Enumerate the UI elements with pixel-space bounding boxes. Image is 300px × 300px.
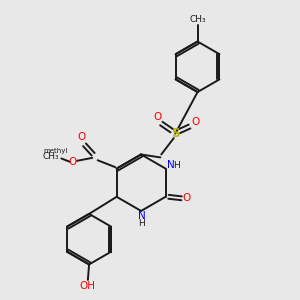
- Text: CH₃: CH₃: [42, 152, 59, 160]
- Text: methyl: methyl: [43, 148, 68, 154]
- Text: H: H: [138, 219, 145, 228]
- Text: S: S: [171, 127, 179, 140]
- Text: O: O: [68, 157, 77, 167]
- Text: H: H: [173, 160, 180, 169]
- Text: N: N: [167, 160, 175, 170]
- Text: O: O: [183, 193, 191, 203]
- Text: OH: OH: [79, 281, 95, 291]
- Text: O: O: [153, 112, 161, 122]
- Text: O: O: [191, 117, 200, 127]
- Text: N: N: [138, 211, 146, 221]
- Text: CH₃: CH₃: [190, 15, 206, 24]
- Text: O: O: [77, 132, 86, 142]
